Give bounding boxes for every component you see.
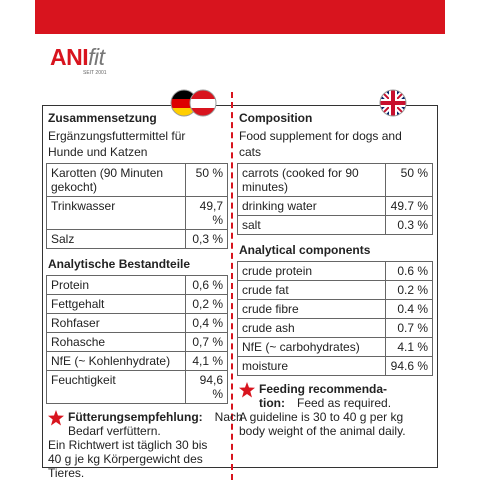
item-name: Karotten (90 Minuten gekocht) <box>46 163 186 197</box>
item-name: NfE (~ Kohlenhydrate) <box>46 351 186 371</box>
item-amount: 0,2 % <box>185 294 228 314</box>
item-amount: 0.6 % <box>385 261 433 281</box>
row: Rohfaser 0,4 % <box>46 313 228 333</box>
flag-de <box>171 90 197 116</box>
row: crude ash 0.7 % <box>237 318 433 338</box>
item-amount: 94,6 % <box>185 370 228 404</box>
row: crude fibre 0.4 % <box>237 299 433 319</box>
item-amount: 49.7 % <box>385 196 433 216</box>
row: crude fat 0.2 % <box>237 280 433 300</box>
item-name: Protein <box>46 275 186 295</box>
row: moisture 94.6 % <box>237 356 433 376</box>
feeding-title-line: Fütterungsempfehlung: <box>68 410 203 424</box>
label-box <box>42 105 438 468</box>
star-icon <box>48 410 64 426</box>
row: Rohasche 0,7 % <box>46 332 228 352</box>
item-name: drinking water <box>237 196 386 216</box>
item-name: Rohfaser <box>46 313 186 333</box>
item-amount: 49,7 % <box>185 196 228 230</box>
logo: ANIfit <box>50 44 105 71</box>
item-name: carrots (cooked for 90 minutes) <box>237 163 386 197</box>
logo-since: SEIT 2001 <box>83 70 107 76</box>
item-amount: 0,6 % <box>185 275 228 295</box>
row: NfE (~ Kohlenhydrate) 4,1 % <box>46 351 228 371</box>
flags <box>170 89 407 117</box>
row: Fettgehalt 0,2 % <box>46 294 228 314</box>
feeding-title-line: Feeding recommenda- <box>259 382 388 396</box>
row: Feuchtigkeit 94,6 % <box>46 370 228 404</box>
nutrition-table: Protein 0,6 % Fettgehalt 0,2 % Rohfaser 0,4 %… <box>46 275 228 404</box>
item-amount: 94.6 % <box>385 356 433 376</box>
row: drinking water 49.7 % <box>237 196 433 216</box>
row: Protein 0,6 % <box>46 275 228 295</box>
row: Salz 0,3 % <box>46 229 228 249</box>
feeding-note: Feed as required. <box>297 396 392 410</box>
nutrition-table: Karotten (90 Minuten gekocht) 50 % Trinkwa… <box>46 163 228 249</box>
logo-suffix: fit <box>88 44 105 70</box>
star-icon <box>239 382 255 398</box>
row: Karotten (90 Minuten gekocht) 50 % <box>46 163 228 197</box>
section-heading: Analytical components <box>239 243 371 257</box>
row: Trinkwasser 49,7 % <box>46 196 228 230</box>
item-amount: 0,3 % <box>185 229 228 249</box>
item-amount: 50 % <box>385 163 433 197</box>
item-name: Trinkwasser <box>46 196 186 230</box>
item-amount: 0.3 % <box>385 215 433 235</box>
item-name: crude fat <box>237 280 386 300</box>
item-name: Fettgehalt <box>46 294 186 314</box>
flag-uk <box>380 90 406 116</box>
item-name: moisture <box>237 356 386 376</box>
item-name: crude protein <box>237 261 386 281</box>
heading: Zusammensetzung <box>48 111 157 125</box>
logo-main: ANI <box>50 44 89 70</box>
item-name: crude fibre <box>237 299 386 319</box>
feeding-title-line: tion: <box>259 396 285 410</box>
item-amount: 0.4 % <box>385 299 433 319</box>
item-name: Rohasche <box>46 332 186 352</box>
heading: Composition <box>239 111 313 125</box>
item-name: salt <box>237 215 386 235</box>
item-amount: 0.2 % <box>385 280 433 300</box>
top-bar <box>35 0 445 34</box>
row: salt 0.3 % <box>237 215 433 235</box>
item-amount: 0,7 % <box>185 332 228 352</box>
nutrition-table: crude protein 0.6 % crude fat 0.2 % crude fi… <box>237 261 433 376</box>
feeding-title: Feeding recommenda-tion: Feed as required… <box>259 382 429 410</box>
item-amount: 0.7 % <box>385 318 433 338</box>
nutrition-table: carrots (cooked for 90 minutes) 50 % drink… <box>237 163 433 235</box>
feeding-text: Ein Richtwert ist täglich 30 bis 40 g je… <box>48 438 208 480</box>
row: carrots (cooked for 90 minutes) 50 % <box>237 163 433 197</box>
item-name: NfE (~ carbohydrates) <box>237 337 386 357</box>
feeding-title: Fütterungsempfehlung: Nach Bedarf verfütt… <box>68 410 243 438</box>
subheading: Food supplement for dogs and cats <box>239 129 402 159</box>
item-amount: 0,4 % <box>185 313 228 333</box>
item-amount: 4,1 % <box>185 351 228 371</box>
divider <box>231 92 233 480</box>
item-amount: 50 % <box>185 163 228 197</box>
item-name: crude ash <box>237 318 386 338</box>
subheading: Ergänzungsfuttermittel für Hunde und Kat… <box>48 129 186 159</box>
item-name: Feuchtigkeit <box>46 370 186 404</box>
item-name: Salz <box>46 229 186 249</box>
row: NfE (~ carbohydrates) 4.1 % <box>237 337 433 357</box>
feeding-text: A guideline is 30 to 40 g per kg body we… <box>239 410 406 438</box>
item-amount: 4.1 % <box>385 337 433 357</box>
row: crude protein 0.6 % <box>237 261 433 281</box>
section-heading: Analytische Bestandteile <box>48 257 191 271</box>
flag-at <box>190 90 216 116</box>
feeding-note: Nach Bedarf verfüttern. <box>68 410 243 438</box>
